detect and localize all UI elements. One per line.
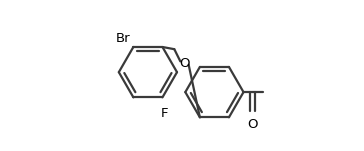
Text: O: O — [179, 56, 190, 69]
Text: Br: Br — [115, 32, 130, 45]
Text: F: F — [161, 107, 168, 120]
Text: O: O — [248, 118, 258, 131]
